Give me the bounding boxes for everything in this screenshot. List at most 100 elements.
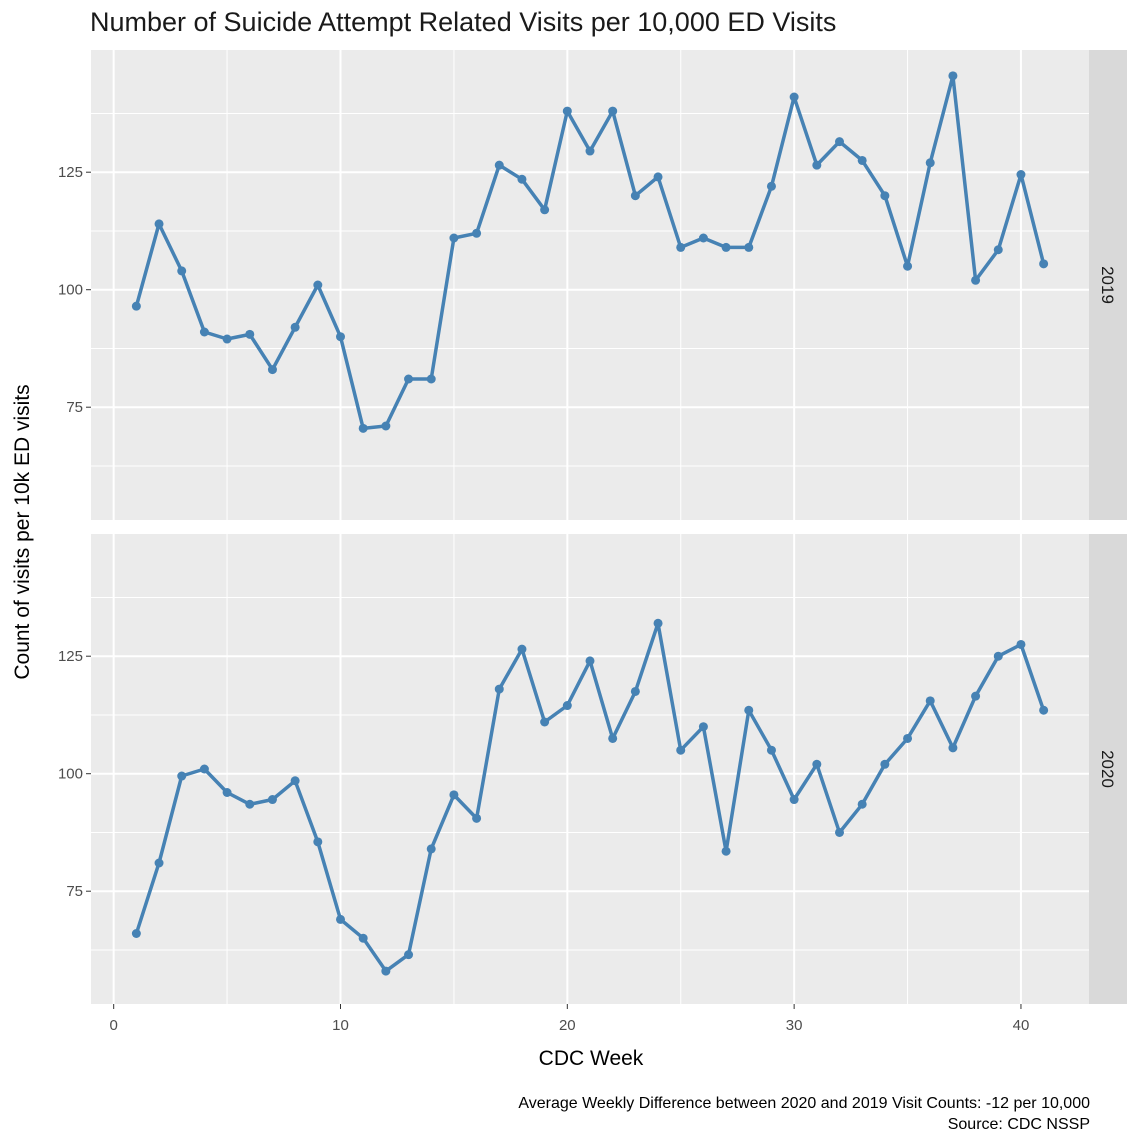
data-point	[404, 950, 414, 960]
data-point	[608, 733, 618, 743]
data-point	[766, 745, 776, 755]
data-point	[336, 914, 345, 924]
x-tick-label: 10	[332, 1017, 349, 1034]
data-point	[199, 327, 209, 337]
data-point	[131, 301, 141, 311]
data-point	[880, 759, 890, 769]
data-point	[562, 106, 572, 116]
data-point	[449, 233, 459, 243]
data-point	[676, 745, 686, 755]
data-point	[177, 771, 187, 781]
data-point	[426, 374, 436, 384]
data-point	[721, 242, 731, 252]
data-point	[903, 261, 913, 271]
facet-strip-label: 2020	[1098, 750, 1117, 788]
data-point	[177, 266, 187, 276]
data-point	[154, 858, 164, 868]
chart-title: Number of Suicide Attempt Related Visits…	[90, 7, 836, 37]
data-point	[857, 799, 867, 809]
data-point	[540, 717, 550, 727]
facet-strip	[1089, 50, 1127, 520]
data-point	[630, 191, 640, 201]
x-tick-label: 20	[559, 1017, 576, 1034]
data-point	[971, 275, 981, 285]
x-axis: 0 10 20 30 40 CDC Week	[110, 1004, 1030, 1070]
data-point	[676, 242, 686, 252]
x-tick-label: 30	[786, 1017, 803, 1034]
data-point	[1039, 705, 1049, 715]
y-axis-title: Count of visits per 10k ED visits	[11, 384, 34, 679]
data-point	[336, 332, 345, 342]
data-point	[925, 158, 935, 168]
data-point	[426, 844, 436, 854]
data-point	[222, 334, 232, 344]
facet-strip-label: 2019	[1098, 266, 1117, 304]
y-tick-label: 100	[58, 282, 83, 299]
data-point	[290, 776, 300, 786]
data-point	[835, 137, 844, 147]
facet-strip	[1089, 534, 1127, 1004]
caption-difference: Average Weekly Difference between 2020 a…	[518, 1095, 1090, 1112]
y-tick-label: 75	[66, 883, 83, 900]
panel-background	[91, 50, 1089, 520]
data-point	[835, 827, 844, 837]
data-point	[245, 799, 255, 809]
panel-2020: 75 100 125 2020	[58, 534, 1127, 1004]
data-point	[472, 228, 482, 238]
data-point	[1016, 170, 1026, 180]
data-point	[789, 795, 799, 805]
data-point	[267, 795, 277, 805]
y-tick-label: 75	[66, 399, 83, 416]
facet-panels: 75 100 125 2019 75 100 125 2020	[58, 50, 1127, 1004]
data-point	[1039, 259, 1049, 269]
data-point	[812, 160, 822, 170]
data-point	[744, 242, 754, 252]
data-point	[903, 733, 913, 743]
x-axis-title: CDC Week	[539, 1047, 644, 1070]
x-tick-label: 40	[1013, 1017, 1030, 1034]
panel-background	[91, 534, 1089, 1004]
data-point	[381, 966, 391, 976]
data-point	[540, 205, 550, 215]
y-tick-label: 125	[58, 648, 83, 665]
data-point	[653, 172, 663, 182]
data-point	[789, 92, 799, 102]
data-point	[812, 759, 822, 769]
data-point	[517, 644, 527, 654]
data-point	[358, 423, 368, 433]
data-point	[608, 106, 618, 116]
data-point	[199, 764, 209, 774]
data-point	[766, 181, 776, 191]
caption-source: Source: CDC NSSP	[948, 1116, 1090, 1133]
data-point	[154, 219, 164, 229]
data-point	[948, 71, 958, 81]
data-point	[585, 146, 595, 156]
data-point	[494, 684, 504, 694]
y-tick-label: 100	[58, 766, 83, 783]
data-point	[653, 618, 663, 628]
data-point	[222, 788, 232, 797]
panel-2019: 75 100 125 2019	[58, 50, 1127, 520]
data-point	[449, 790, 459, 800]
data-point	[721, 846, 731, 856]
data-point	[971, 691, 981, 701]
data-point	[472, 813, 482, 823]
data-point	[948, 743, 958, 753]
data-point	[698, 722, 708, 732]
data-point	[245, 329, 255, 339]
data-point	[698, 233, 708, 243]
data-point	[290, 322, 300, 332]
data-point	[744, 705, 754, 715]
data-point	[267, 365, 277, 375]
data-point	[1016, 639, 1026, 649]
data-point	[993, 651, 1003, 661]
data-point	[925, 696, 935, 706]
data-point	[381, 421, 391, 431]
data-point	[880, 191, 890, 201]
data-point	[517, 174, 527, 184]
data-point	[993, 245, 1003, 255]
data-point	[131, 929, 141, 938]
data-point	[313, 280, 323, 290]
data-point	[358, 933, 368, 943]
